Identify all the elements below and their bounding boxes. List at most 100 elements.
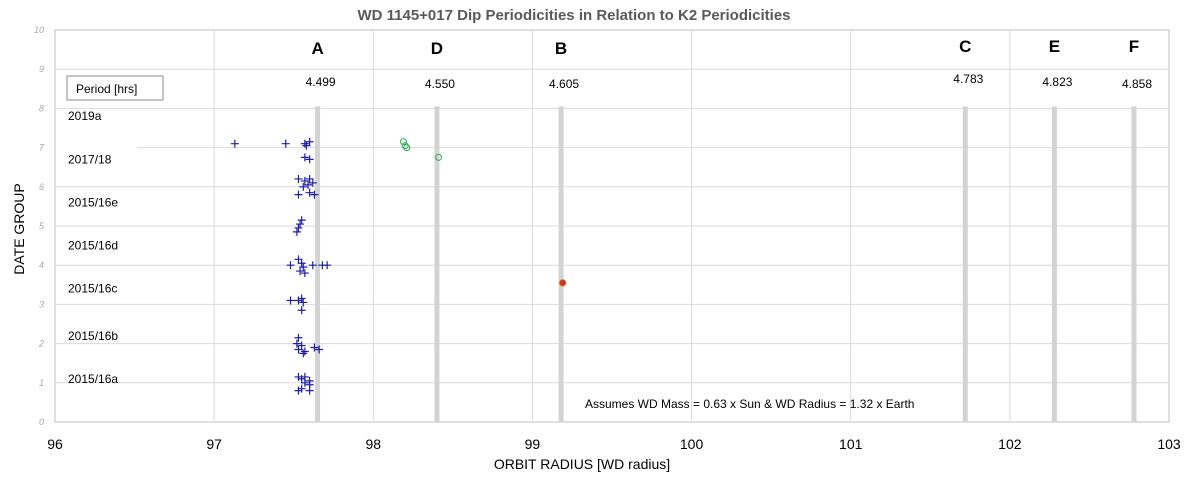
plus-marker <box>300 378 309 387</box>
period-labels: A 4.499 D 4.550 B 4.605 C 4.783 E 4.823 F 4.858 <box>306 37 1153 91</box>
plus-marker <box>286 261 295 270</box>
period-letter: D <box>431 39 443 58</box>
plus-marker <box>315 345 324 354</box>
date-group-label: 2015/16d <box>68 239 118 253</box>
y-axis-title: DATE GROUP <box>11 183 27 275</box>
plus-marker <box>297 216 306 225</box>
plus-marker <box>299 182 308 191</box>
y-tick-labels: 0 1 2 3 4 5 6 7 8 9 10 <box>34 25 45 427</box>
date-group-labels: 2019a 2017/18 2015/16e 2015/16d 2015/16c 2015… <box>68 109 118 386</box>
period-value: 4.550 <box>425 77 455 91</box>
plus-marker <box>297 306 306 315</box>
y-tick-label: 6 <box>39 182 44 192</box>
plus-marker <box>230 139 239 148</box>
plus-marker <box>286 296 295 305</box>
period-letter: F <box>1129 37 1139 56</box>
y-tick-label: 3 <box>39 299 44 309</box>
date-group-label: 2019a <box>68 109 102 123</box>
plus-marker <box>304 180 313 189</box>
open-circle-marker <box>403 144 411 152</box>
plus-marker <box>294 223 303 232</box>
plus-marker <box>292 339 301 348</box>
date-group-label: 2015/16a <box>68 372 118 386</box>
open-circle-marker <box>435 153 443 161</box>
period-value: 4.605 <box>549 77 579 91</box>
filled-circle-marker <box>559 279 567 287</box>
data-markers <box>230 137 567 395</box>
plus-marker <box>296 267 305 276</box>
x-tick-labels: 96 97 98 99 100 101 102 103 <box>47 436 1181 452</box>
plus-marker <box>305 386 314 395</box>
plus-marker <box>294 190 303 199</box>
y-tick-label: 1 <box>39 378 44 388</box>
y-tick-label: 8 <box>39 103 44 113</box>
plus-marker <box>302 141 311 150</box>
period-value: 4.823 <box>1042 75 1072 89</box>
x-tick-label: 102 <box>998 436 1022 452</box>
plus-marker <box>308 178 317 187</box>
y-tick-label: 10 <box>34 25 44 35</box>
period-line-a <box>315 106 321 422</box>
date-group-label: 2015/16c <box>68 282 117 296</box>
period-lines <box>315 106 1137 422</box>
x-axis-title: ORBIT RADIUS [WD radius] <box>494 456 670 472</box>
plus-marker <box>294 386 303 395</box>
period-line-c <box>962 106 968 422</box>
period-letter: A <box>311 39 323 58</box>
x-tick-label: 97 <box>206 436 222 452</box>
chart-title: WD 1145+017 Dip Periodicities in Relatio… <box>357 7 790 24</box>
plus-marker <box>294 345 303 354</box>
plus-marker <box>292 227 301 236</box>
plus-marker <box>300 347 309 356</box>
y-tick-label: 2 <box>38 339 44 349</box>
period-value: 4.499 <box>306 75 336 89</box>
plus-marker <box>299 298 308 307</box>
plus-marker <box>297 259 306 268</box>
period-line-b <box>558 106 564 422</box>
plus-marker <box>281 139 290 148</box>
date-group-label: 2017/18 <box>68 152 112 166</box>
plus-marker <box>294 296 303 305</box>
period-letter: E <box>1049 37 1060 56</box>
x-tick-label: 96 <box>47 436 63 452</box>
plus-marker <box>305 188 314 197</box>
plus-marker <box>300 139 309 148</box>
plus-marker <box>310 343 319 352</box>
y-tick-label: 7 <box>39 143 45 153</box>
y-tick-label: 4 <box>39 260 44 270</box>
period-legend-box: Period [hrs] <box>66 75 164 101</box>
y-tick-label: 9 <box>39 64 44 74</box>
date-group-label: 2015/16e <box>68 195 118 209</box>
plus-marker <box>294 174 303 183</box>
plus-marker <box>296 220 305 229</box>
grid-lines <box>55 30 1169 422</box>
open-circle-marker <box>401 142 409 150</box>
period-letter: B <box>555 39 567 58</box>
date-group-label: 2015/16b <box>68 329 118 343</box>
x-tick-label: 101 <box>839 436 863 452</box>
x-tick-label: 99 <box>525 436 541 452</box>
x-tick-label: 103 <box>1157 436 1181 452</box>
plus-marker <box>299 349 308 358</box>
period-line-f <box>1131 106 1137 422</box>
plus-marker <box>300 153 309 162</box>
x-tick-label: 98 <box>365 436 381 452</box>
period-legend-label: Period [hrs] <box>76 82 137 96</box>
y-tick-label: 5 <box>39 221 45 231</box>
plus-marker <box>323 261 332 270</box>
open-circle-marker <box>400 138 408 146</box>
period-value: 4.858 <box>1122 77 1152 91</box>
plus-marker <box>305 155 314 164</box>
plus-marker <box>294 333 303 342</box>
plus-marker <box>308 261 317 270</box>
plus-marker <box>310 190 319 199</box>
y-tick-label: 0 <box>39 417 44 427</box>
assumption-note: Assumes WD Mass = 0.63 x Sun & WD Radius… <box>585 397 914 411</box>
period-line-d <box>434 106 440 422</box>
x-tick-label: 100 <box>680 436 704 452</box>
period-letter: C <box>959 37 971 56</box>
period-line-e <box>1051 106 1057 422</box>
period-value: 4.783 <box>953 72 983 86</box>
plus-marker <box>300 269 309 278</box>
